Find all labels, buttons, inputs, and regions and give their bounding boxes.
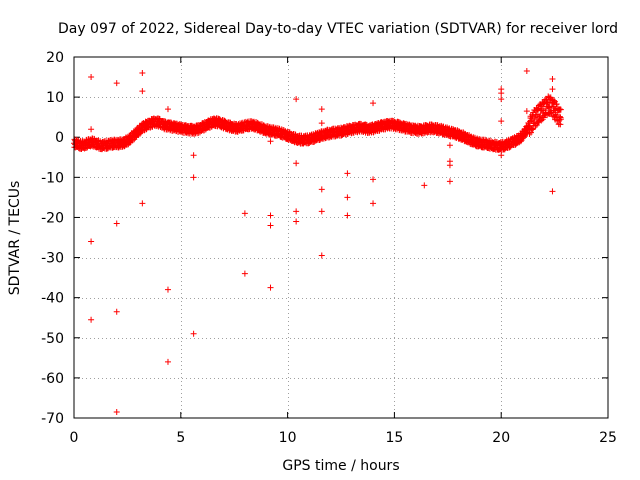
data-point [318,252,325,259]
data-points [71,68,565,415]
y-tick-labels: 20 10 0 -10 -20 -30 -40 -50 -60 -70 [41,50,64,427]
data-point [446,142,453,149]
data-point [557,106,564,113]
data-point [553,112,560,119]
data-point [535,118,542,125]
x-axis-title: GPS time / hours [282,458,399,474]
data-point [88,316,95,323]
x-tick-label: 0 [70,430,79,446]
data-point [293,218,300,225]
data-point [164,286,171,293]
data-point [190,152,197,159]
data-point [553,100,560,107]
x-tick-label: 20 [492,430,510,446]
data-point [549,86,556,93]
data-point [113,80,120,87]
data-point [370,100,377,107]
data-point [164,106,171,113]
data-point [549,188,556,195]
data-point [526,130,533,137]
data-point [446,162,453,169]
data-point [113,220,120,227]
data-point [267,284,274,291]
y-tick-label: -30 [41,251,64,267]
data-point [498,118,505,125]
x-tick-labels: 0 5 10 15 20 25 [70,430,617,446]
x-tick-label: 10 [279,430,297,446]
data-point [370,176,377,183]
data-point [267,138,274,145]
data-point [558,116,565,123]
data-point [113,408,120,415]
data-point [344,194,351,201]
data-point [267,212,274,219]
data-point [88,126,95,133]
data-point [498,90,505,97]
data-point [126,139,133,146]
data-point [113,308,120,315]
data-point [190,330,197,337]
data-point [344,170,351,177]
data-point [88,238,95,245]
data-point [190,174,197,181]
data-point [551,97,558,104]
data-point [421,182,428,189]
y-tick-label: 20 [46,50,64,66]
data-point [556,113,563,120]
data-point [267,222,274,229]
data-point [529,126,536,133]
y-tick-label: -70 [41,411,64,427]
data-point [498,96,505,103]
data-point [540,100,547,107]
data-point [318,208,325,215]
data-point [293,160,300,167]
data-point [139,88,146,95]
data-point [534,106,541,113]
x-tick-label: 25 [599,430,617,446]
y-tick-label: -20 [41,210,64,226]
data-point [88,74,95,81]
data-point [537,112,544,119]
data-point [446,178,453,185]
data-point [241,270,248,277]
data-point [556,106,563,113]
data-point [318,186,325,193]
data-point [318,120,325,127]
plot-frame [73,56,609,419]
data-point [293,96,300,103]
chart-title: Day 097 of 2022, Sidereal Day-to-day VTE… [58,21,618,37]
x-tick-label: 5 [176,430,185,446]
data-point [532,122,539,129]
data-point [139,70,146,77]
data-point [545,104,552,111]
data-point [557,121,564,128]
data-point [318,106,325,113]
data-point [533,121,540,128]
y-axis-title: SDTVAR / TECUs [7,181,23,296]
y-tick-label: -60 [41,371,64,387]
data-point [523,68,530,75]
y-tick-label: -40 [41,291,64,307]
data-point [139,200,146,207]
y-tick-label: 0 [55,130,64,146]
data-point [344,212,351,219]
x-tick-label: 15 [385,430,403,446]
y-tick-label: -50 [41,331,64,347]
y-tick-label: -10 [41,170,64,186]
data-point [549,76,556,83]
data-point [293,208,300,215]
data-point [523,108,530,115]
data-point [241,210,248,217]
y-tick-label: 10 [46,90,64,106]
data-point [498,152,505,159]
data-point [370,200,377,207]
data-point [164,358,171,365]
